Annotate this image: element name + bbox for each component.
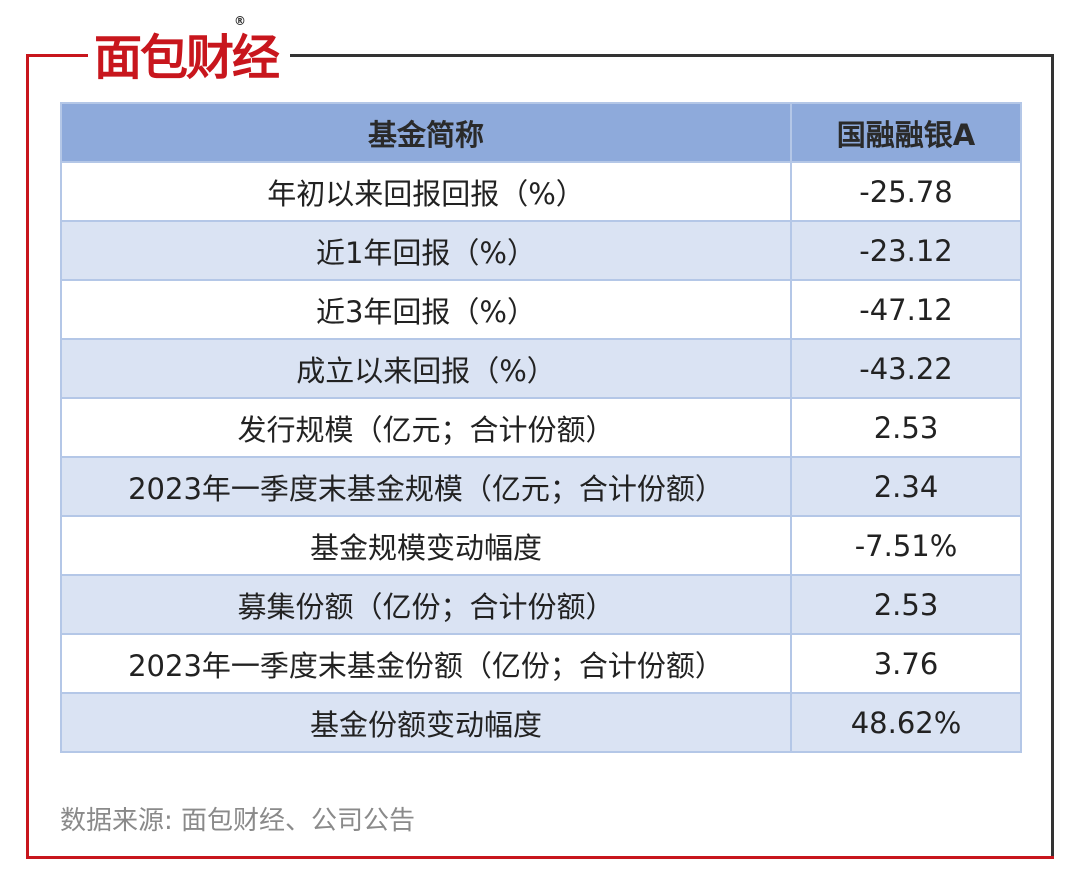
row-label: 近3年回报（%） (60, 279, 792, 340)
row-label: 基金规模变动幅度 (60, 515, 792, 576)
header-cell: 国融融银A (790, 102, 1022, 163)
frame-right (1051, 54, 1054, 859)
table-row: 基金规模变动幅度 -7.51% (60, 515, 1022, 576)
row-label: 募集份额（亿份；合计份额） (60, 574, 792, 635)
header-row: 基金简称 国融融银A (60, 102, 1022, 163)
row-value: 2.53 (790, 574, 1022, 635)
frame-bottom (26, 856, 1054, 859)
row-value: 3.76 (790, 633, 1022, 694)
table-row: 发行规模（亿元；合计份额） 2.53 (60, 397, 1022, 458)
header-cell: 基金简称 (60, 102, 792, 163)
row-label: 成立以来回报（%） (60, 338, 792, 399)
row-label: 2023年一季度末基金规模（亿元；合计份额） (60, 456, 792, 517)
table-body: 年初以来回报回报（%） -25.78 近1年回报（%） -23.12 近3年回报（%） -… (60, 161, 1022, 753)
frame-top (290, 54, 1054, 57)
table-row: 年初以来回报回报（%） -25.78 (60, 161, 1022, 222)
row-value: -23.12 (790, 220, 1022, 281)
row-value: -47.12 (790, 279, 1022, 340)
table-row: 基金份额变动幅度 48.62% (60, 692, 1022, 753)
table-row: 2023年一季度末基金规模（亿元；合计份额） 2.34 (60, 456, 1022, 517)
row-label: 基金份额变动幅度 (60, 692, 792, 753)
data-table: 基金简称 国融融银A 年初以来回报回报（%） -25.78 近1年回报（%） -23.… (60, 102, 1022, 753)
table-row: 近1年回报（%） -23.12 (60, 220, 1022, 281)
row-value: 2.53 (790, 397, 1022, 458)
row-value: 2.34 (790, 456, 1022, 517)
row-label: 近1年回报（%） (60, 220, 792, 281)
row-value: 48.62% (790, 692, 1022, 753)
logo: 面包财经 ® (88, 14, 285, 88)
registered-mark: ® (234, 14, 246, 28)
table-row: 成立以来回报（%） -43.22 (60, 338, 1022, 399)
row-label: 年初以来回报回报（%） (60, 161, 792, 222)
row-value: -25.78 (790, 161, 1022, 222)
frame-left (26, 54, 29, 859)
table-row: 近3年回报（%） -47.12 (60, 279, 1022, 340)
row-label: 2023年一季度末基金份额（亿份；合计份额） (60, 633, 792, 694)
row-value: -43.22 (790, 338, 1022, 399)
source-note: 数据来源: 面包财经、公司公告 (60, 806, 416, 836)
table-row: 募集份额（亿份；合计份额） 2.53 (60, 574, 1022, 635)
frame-top-left (26, 54, 88, 57)
logo-text: 面包财经 (94, 30, 280, 86)
table-row: 2023年一季度末基金份额（亿份；合计份额） 3.76 (60, 633, 1022, 694)
row-value: -7.51% (790, 515, 1022, 576)
row-label: 发行规模（亿元；合计份额） (60, 397, 792, 458)
